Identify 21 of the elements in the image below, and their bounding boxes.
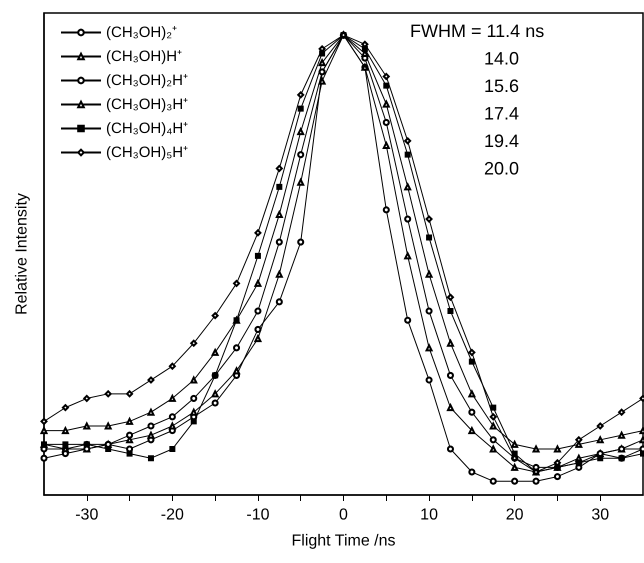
annotation: FWHM = 11.4 ns bbox=[410, 21, 544, 41]
x-tick-label: 20 bbox=[506, 506, 524, 524]
legend-label: (CH₃OH)₂H⁺ bbox=[106, 72, 188, 89]
x-axis-title: Flight Time /ns bbox=[291, 532, 396, 550]
x-tick-label: -10 bbox=[246, 506, 270, 524]
x-tick-label: 10 bbox=[420, 506, 438, 524]
legend-label: (CH₃OH)₅H⁺ bbox=[106, 144, 188, 161]
legend-label: (CH₃OH)H⁺ bbox=[106, 48, 182, 65]
x-tick-label: -20 bbox=[160, 506, 184, 524]
annotation: 19.4 bbox=[484, 131, 520, 151]
x-tick-label: -30 bbox=[75, 506, 98, 524]
x-tick-label: 30 bbox=[591, 506, 610, 524]
legend-label: (CH₃OH)₂⁺ bbox=[106, 24, 178, 41]
annotation: 14.0 bbox=[484, 48, 520, 68]
y-axis-title: Relative Intensity bbox=[14, 193, 30, 315]
legend-label: (CH₃OH)₄H⁺ bbox=[106, 120, 188, 137]
x-tick-label: 0 bbox=[339, 506, 348, 524]
annotation: 15.6 bbox=[484, 76, 520, 96]
annotation: 17.4 bbox=[484, 104, 520, 124]
legend-label: (CH₃OH)₃H⁺ bbox=[106, 96, 188, 113]
annotation: 20.0 bbox=[484, 158, 520, 178]
